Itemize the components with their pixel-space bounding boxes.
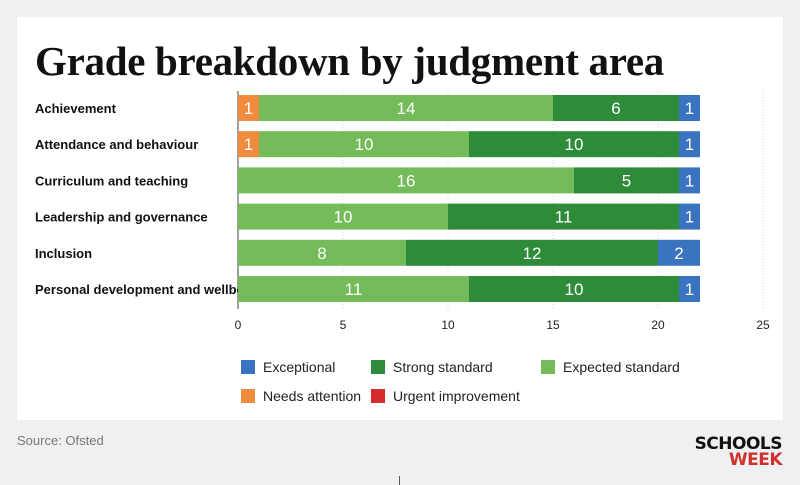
bar-segment (259, 95, 553, 121)
bar-segment (469, 276, 679, 302)
bar-segment (406, 239, 658, 266)
data-label: 1 (685, 99, 694, 118)
data-label: 1 (685, 208, 694, 227)
data-label: 11 (345, 280, 363, 299)
bar-segment (553, 95, 679, 121)
bottom-divider-tick (399, 476, 400, 485)
data-label: 10 (565, 280, 584, 299)
bar-segment (469, 131, 679, 158)
data-label: 10 (334, 208, 353, 227)
category-label: Personal development and wellbeing (35, 282, 263, 297)
legend-label: Exceptional (263, 359, 335, 375)
chart-card: Grade breakdown by judgment area 0 5 10 15 2… (17, 17, 783, 420)
data-label: 16 (397, 171, 416, 190)
category-label: Attendance and behaviour (35, 137, 198, 152)
bar-segment (679, 203, 700, 230)
x-tick-label: 20 (651, 318, 665, 332)
bar-segment (238, 131, 259, 158)
bar-segment (238, 276, 469, 302)
legend-swatch (241, 389, 255, 403)
data-label: 6 (611, 99, 620, 118)
data-label: 10 (355, 135, 374, 154)
bar-segment (574, 167, 679, 194)
source-note: Source: Ofsted (17, 433, 104, 448)
x-tick-label: 25 (756, 318, 770, 332)
data-label: 10 (565, 135, 584, 154)
legend-swatch (371, 389, 385, 403)
x-tick-label: 0 (235, 318, 242, 332)
chart-title: Grade breakdown by judgment area (35, 38, 664, 84)
bar-segment (679, 131, 700, 158)
legend-swatch (241, 360, 255, 374)
data-label: 1 (685, 171, 694, 190)
data-label: 14 (397, 99, 416, 118)
bar-segment (238, 239, 406, 266)
legend-swatch (371, 360, 385, 374)
bar-segment (448, 203, 679, 230)
bar-segment (238, 95, 259, 121)
data-label: 1 (685, 280, 694, 299)
data-label: 1 (244, 135, 253, 154)
x-tick-label: 15 (546, 318, 560, 332)
category-label: Leadership and governance (35, 210, 208, 225)
bar-segment (238, 203, 448, 230)
data-label: 2 (674, 244, 683, 263)
bar-segment (679, 276, 700, 302)
bar-segment (679, 95, 700, 121)
data-label: 11 (555, 208, 573, 227)
x-tick-label: 5 (340, 318, 347, 332)
schools-week-logo: SCHOOLS WEEK (694, 434, 783, 471)
x-tick-label: 10 (441, 318, 455, 332)
logo-line-2: WEEK (728, 450, 783, 471)
data-label: 12 (523, 244, 542, 263)
category-label: Inclusion (35, 246, 92, 261)
bar-segment (658, 239, 700, 266)
logo-line-1: SCHOOLS (694, 434, 783, 454)
bar-segment (238, 167, 574, 194)
bar-segment (259, 131, 469, 158)
legend-label: Needs attention (263, 388, 361, 404)
legend-swatch (541, 360, 555, 374)
legend-label: Strong standard (393, 359, 493, 375)
data-label: 1 (685, 135, 694, 154)
legend-label: Urgent improvement (393, 388, 520, 404)
bar-segment (679, 167, 700, 194)
category-label: Curriculum and teaching (35, 173, 188, 188)
data-label: 1 (244, 99, 253, 118)
data-label: 8 (317, 244, 326, 263)
data-label: 5 (622, 171, 631, 190)
category-label: Achievement (35, 101, 117, 116)
legend-label: Expected standard (563, 359, 680, 375)
